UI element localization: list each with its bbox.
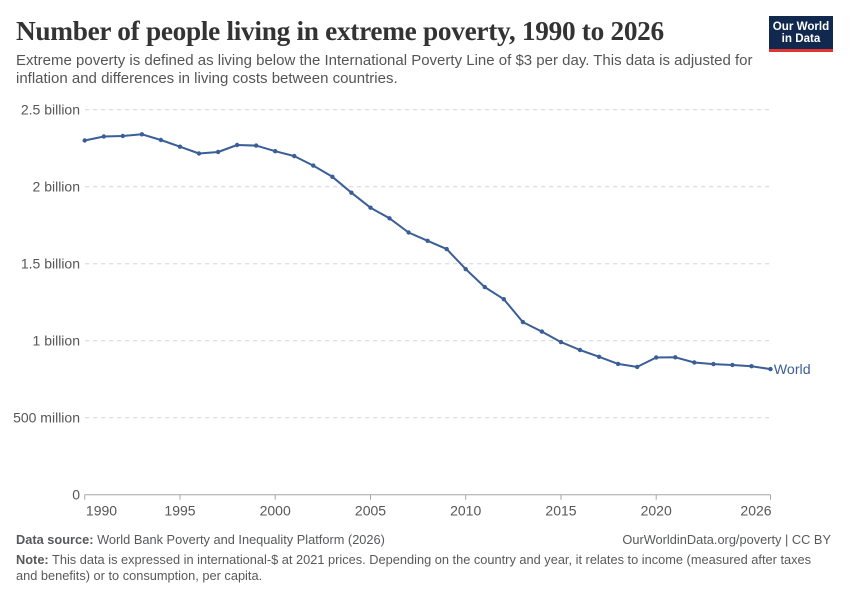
svg-text:2.5 billion: 2.5 billion: [21, 102, 80, 118]
svg-text:2026: 2026: [740, 503, 771, 519]
svg-text:1990: 1990: [86, 503, 117, 519]
svg-text:1995: 1995: [164, 503, 195, 519]
svg-text:2020: 2020: [641, 503, 672, 519]
svg-text:World: World: [774, 362, 811, 378]
svg-text:500 million: 500 million: [13, 410, 80, 426]
svg-text:1 billion: 1 billion: [33, 333, 80, 349]
svg-text:2010: 2010: [450, 503, 481, 519]
svg-text:1.5 billion: 1.5 billion: [21, 256, 80, 272]
svg-text:2 billion: 2 billion: [33, 179, 80, 195]
svg-text:2005: 2005: [355, 503, 386, 519]
svg-text:2015: 2015: [545, 503, 576, 519]
svg-text:2000: 2000: [260, 503, 291, 519]
svg-text:0: 0: [72, 487, 80, 503]
